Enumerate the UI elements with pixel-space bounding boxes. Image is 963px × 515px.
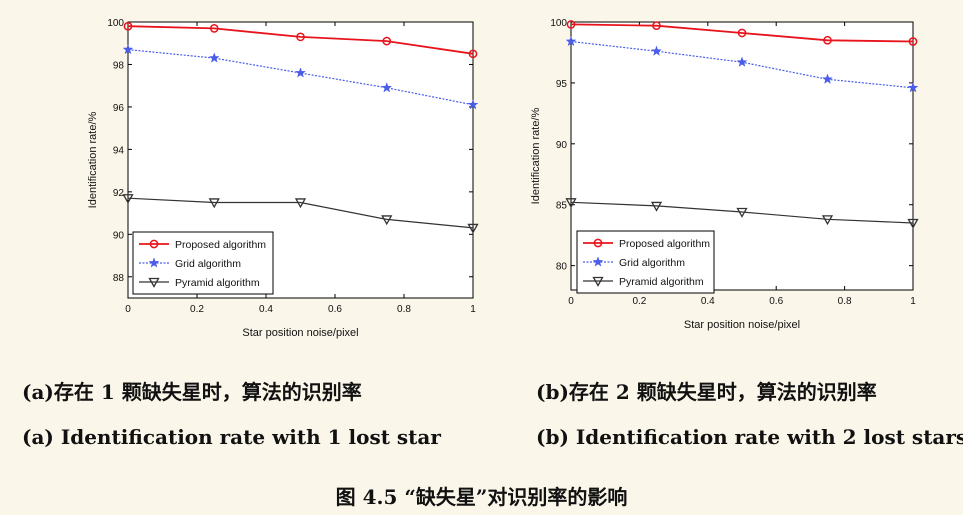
legend: Proposed algorithm Grid algorithm Pyramid …: [576, 230, 715, 294]
x-tick-label: 0.6: [328, 304, 342, 315]
series-pyramid-algorithm: [122, 194, 479, 234]
y-tick-label: 85: [556, 201, 568, 212]
data-point: [737, 28, 747, 38]
y-tick-label: 95: [556, 79, 568, 90]
figure-caption: 图 4.5 “缺失星”对识别率的影响: [335, 485, 628, 509]
series-line: [127, 25, 474, 55]
data-point: [208, 198, 220, 209]
series-line: [127, 197, 474, 229]
x-tick-label: 1: [470, 304, 476, 315]
legend-marker: [148, 277, 160, 288]
data-point: [381, 215, 393, 226]
legend-label: Grid algorithm: [175, 258, 241, 270]
data-point: [122, 194, 134, 205]
data-point: [565, 198, 577, 209]
legend-marker: [592, 256, 604, 267]
x-tick-label: 0.8: [397, 304, 411, 315]
chart-a: 0 0.2 0.4 0.6 0.8 1 88 90 92 94 96 98 100 Star positi…: [87, 18, 479, 339]
data-point: [294, 198, 307, 209]
y-tick-label: 90: [556, 140, 568, 151]
data-point: [467, 223, 479, 234]
axes-frame: [570, 21, 914, 291]
data-point: [467, 99, 479, 110]
data-point: [468, 49, 478, 59]
y-tick-label: 92: [113, 188, 125, 199]
data-point: [822, 73, 833, 84]
series-line: [570, 201, 914, 224]
y-tick-label: 100: [107, 18, 124, 29]
data-point: [122, 43, 134, 55]
data-point: [123, 21, 133, 31]
data-point: [565, 35, 577, 47]
caption-a-en: (a) Identification rate with 1 lost star: [22, 425, 441, 449]
series-grid-algorithm: [122, 43, 479, 110]
series-line: [570, 23, 914, 43]
data-point: [296, 32, 305, 42]
data-point: [566, 20, 576, 29]
data-point: [907, 218, 919, 229]
legend-marker: [592, 276, 604, 287]
x-axis-label: Star position noise/pixel: [242, 327, 358, 339]
legend-label: Proposed algorithm: [619, 238, 710, 250]
data-point: [736, 56, 748, 67]
series-pyramid-algorithm: [565, 198, 919, 229]
data-point: [650, 201, 663, 212]
data-point: [907, 82, 919, 93]
axes-frame: [127, 21, 474, 299]
data-point: [652, 21, 661, 31]
y-tick-label: 98: [113, 60, 125, 71]
legend-label: Grid algorithm: [619, 257, 685, 269]
legend-marker: [149, 239, 159, 249]
data-point: [823, 35, 832, 45]
legend-marker: [593, 238, 603, 248]
y-axis-label: Identification rate/%: [87, 111, 99, 208]
legend-label: Pyramid algorithm: [175, 277, 260, 289]
series-proposed-algorithm: [566, 20, 918, 46]
data-point: [208, 52, 220, 63]
y-tick-label: 94: [113, 145, 125, 156]
caption-b-zh: (b)存在 2 颗缺失星时，算法的识别率: [536, 380, 877, 404]
data-point: [908, 37, 918, 46]
x-tick-label: 0.4: [701, 296, 715, 307]
data-point: [736, 207, 748, 218]
caption-b-en: (b) Identification rate with 2 lost star…: [536, 425, 963, 449]
y-tick-label: 96: [113, 103, 125, 114]
series-proposed-algorithm: [123, 21, 478, 59]
legend: Proposed algorithm Grid algorithm Pyramid …: [132, 231, 274, 295]
y-axis-label: Identification rate/%: [530, 107, 542, 204]
x-axis-label: Star position noise/pixel: [684, 319, 800, 331]
legend-label: Pyramid algorithm: [619, 276, 704, 288]
series-grid-algorithm: [565, 35, 919, 93]
data-point: [209, 24, 219, 33]
x-tick-label: 0.2: [632, 296, 646, 307]
x-tick-label: 0: [568, 296, 574, 307]
data-point: [381, 82, 393, 93]
caption-a-zh: (a)存在 1 颗缺失星时，算法的识别率: [22, 380, 362, 404]
data-point: [382, 36, 392, 46]
data-point: [821, 215, 834, 226]
legend-marker: [148, 257, 160, 268]
x-tick-label: 0.2: [190, 304, 204, 315]
y-tick-label: 100: [550, 18, 567, 29]
series-line: [127, 49, 474, 106]
x-tick-label: 1: [910, 296, 916, 307]
data-point: [295, 67, 306, 78]
x-tick-label: 0.4: [259, 304, 273, 315]
data-point: [651, 45, 662, 56]
legend-label: Proposed algorithm: [175, 239, 266, 251]
x-tick-label: 0: [125, 304, 131, 315]
y-tick-label: 80: [556, 262, 568, 273]
x-tick-label: 0.6: [769, 296, 783, 307]
y-tick-label: 88: [113, 273, 125, 284]
chart-b: 0 0.2 0.4 0.6 0.8 1 80 85 90 95 100 Star position n…: [530, 18, 919, 331]
x-tick-label: 0.8: [838, 296, 852, 307]
y-tick-label: 90: [113, 230, 125, 241]
